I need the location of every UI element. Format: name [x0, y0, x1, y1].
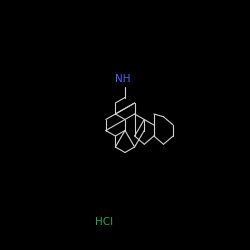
Text: NH: NH	[115, 74, 130, 84]
Text: HCl: HCl	[95, 217, 113, 227]
